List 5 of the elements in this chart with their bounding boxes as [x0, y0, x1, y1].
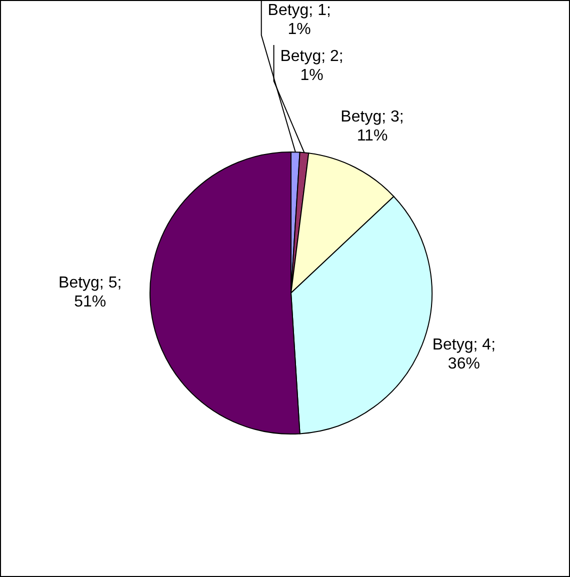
text: Betyg; 3; 11% [340, 108, 404, 145]
text: Betyg; 5; 51% [58, 274, 122, 310]
text: Betyg; 1; 1% [268, 2, 331, 38]
text: Betyg; 2; 1% [280, 48, 344, 84]
text: Betyg; 4; 36% [432, 336, 496, 372]
